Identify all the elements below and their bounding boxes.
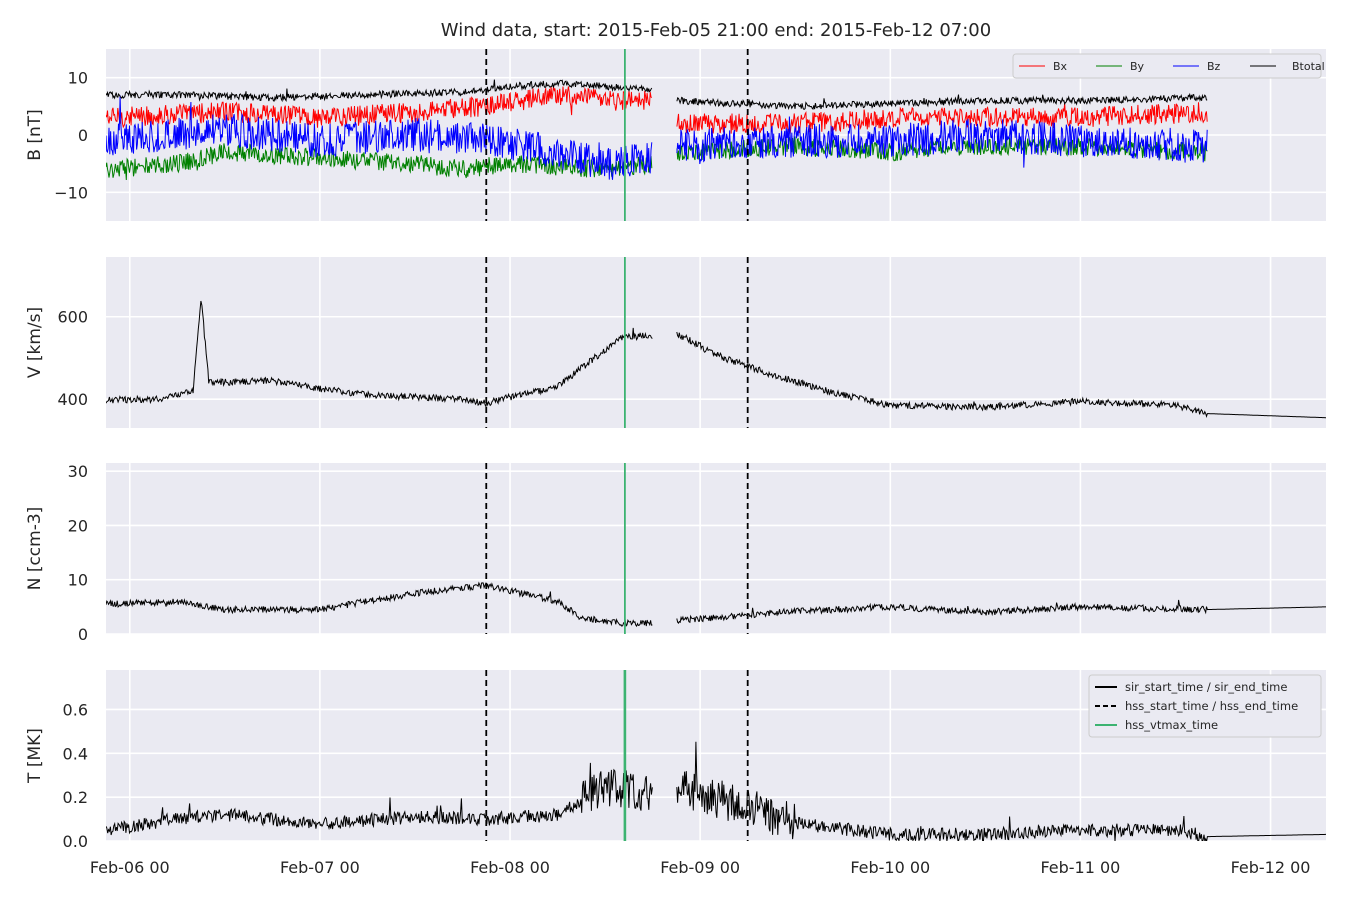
legend-t: sir_start_time / sir_end_time hss_start_t… bbox=[1088, 674, 1322, 738]
legend-label: hss_start_time / hss_end_time bbox=[1125, 699, 1298, 713]
legend-label: sir_start_time / sir_end_time bbox=[1125, 680, 1287, 694]
chart-title: Wind data, start: 2015-Feb-05 21:00 end:… bbox=[441, 20, 991, 41]
panel-background bbox=[106, 463, 1326, 634]
y-axis-label: N [ccm-3] bbox=[25, 507, 45, 591]
plot-area bbox=[106, 49, 1208, 221]
x-tick-label: Feb-09 00 bbox=[660, 858, 740, 877]
y-tick-label: 0.2 bbox=[63, 788, 88, 807]
plot-area bbox=[106, 670, 1326, 841]
series-line-n bbox=[106, 581, 1326, 628]
x-axis: Feb-06 00 Feb-07 00 Feb-08 00 Feb-09 00 Feb-… bbox=[90, 858, 1311, 877]
panel-n: 30 20 10 0 N [ccm-3] bbox=[25, 462, 1326, 644]
series-line-bz bbox=[106, 95, 1208, 180]
panel-b: 10 0 −10 B [nT] Bx By Bz Btotal bbox=[25, 49, 1326, 221]
panel-t: 0.6 0.4 0.2 0.0 T [MK] sir_start_time / sir_e… bbox=[25, 670, 1326, 851]
grid bbox=[106, 463, 1326, 635]
series-line-bx bbox=[106, 86, 1208, 134]
series-line-btotal bbox=[106, 79, 1208, 111]
y-axis-label: T [MK] bbox=[25, 728, 45, 784]
x-tick-label: Feb-07 00 bbox=[280, 858, 360, 877]
y-tick-label: 0.4 bbox=[63, 744, 88, 763]
legend-b: Bx By Bz Btotal bbox=[1012, 53, 1325, 79]
legend-box bbox=[1012, 53, 1322, 79]
legend-label: Bz bbox=[1207, 60, 1221, 73]
y-tick-label: 0.6 bbox=[63, 700, 88, 719]
plot-area bbox=[106, 463, 1326, 634]
legend-box bbox=[1088, 674, 1322, 738]
y-tick-label: −10 bbox=[54, 183, 88, 202]
y-tick-label: 600 bbox=[57, 308, 88, 327]
x-tick-label: Feb-10 00 bbox=[850, 858, 930, 877]
legend-label: Btotal bbox=[1292, 60, 1325, 73]
plot-area bbox=[106, 257, 1326, 428]
panel-background bbox=[106, 257, 1326, 428]
panels: 10 0 −10 B [nT] Bx By Bz Btotal 600 400 V [km/s] 30… bbox=[25, 49, 1326, 851]
legend-label: Bx bbox=[1053, 60, 1068, 73]
legend-label: By bbox=[1130, 60, 1145, 73]
y-tick-label: 10 bbox=[68, 571, 88, 590]
y-axis-label: V [km/s] bbox=[25, 307, 45, 378]
x-tick-label: Feb-06 00 bbox=[90, 858, 170, 877]
y-tick-label: 400 bbox=[57, 390, 88, 409]
y-tick-label: 0.0 bbox=[63, 832, 88, 851]
series-line-v bbox=[106, 300, 1326, 419]
x-tick-label: Feb-11 00 bbox=[1040, 858, 1120, 877]
y-tick-label: 0 bbox=[78, 126, 88, 145]
x-tick-label: Feb-12 00 bbox=[1231, 858, 1311, 877]
y-axis-label: B [nT] bbox=[25, 109, 45, 161]
y-tick-label: 0 bbox=[78, 625, 88, 644]
panel-v: 600 400 V [km/s] bbox=[25, 257, 1326, 428]
series-line-t bbox=[106, 741, 1326, 841]
y-tick-label: 20 bbox=[68, 516, 88, 535]
grid bbox=[106, 257, 1326, 428]
y-tick-label: 30 bbox=[68, 462, 88, 481]
x-tick-label: Feb-08 00 bbox=[470, 858, 550, 877]
legend-label: hss_vtmax_time bbox=[1125, 718, 1218, 732]
y-tick-label: 10 bbox=[68, 69, 88, 88]
